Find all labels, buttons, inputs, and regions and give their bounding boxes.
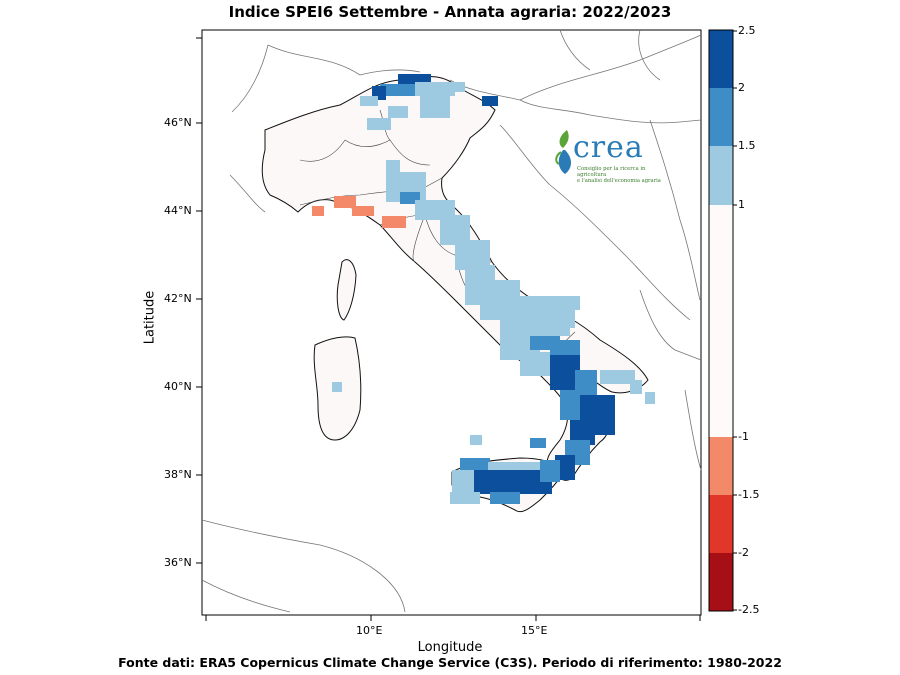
- y-axis-label: Latitude: [142, 290, 158, 345]
- logo-subtitle-line: e l'analisi dell'economia agraria: [577, 178, 661, 184]
- ytick-label: 46°N: [164, 116, 192, 129]
- crea-logo: crea Consiglio per la ricerca in agricol…: [553, 128, 663, 184]
- colorbar-label: -1.5: [738, 488, 760, 501]
- x-axis-label: Longitude: [417, 640, 483, 655]
- colorbar-label: 1: [738, 198, 745, 211]
- colorbar-label: -2: [738, 546, 749, 559]
- spei-cells: [312, 74, 655, 504]
- colorbar-label: -1: [738, 430, 749, 443]
- ytick-label: 40°N: [164, 380, 192, 393]
- ytick-label: 42°N: [164, 292, 192, 305]
- colorbar-label: 1.5: [738, 139, 756, 152]
- ytick-label: 36°N: [164, 556, 192, 569]
- logo-subtitle-line: Consiglio per la ricerca in agricoltura: [577, 166, 646, 178]
- axis-ticks: [196, 37, 701, 621]
- logo-subtitle: Consiglio per la ricerca in agricoltura …: [577, 166, 667, 184]
- xtick-label: 10°E: [356, 624, 383, 637]
- colorbar-label: -2.5: [738, 603, 760, 616]
- xtick-label: 15°E: [521, 624, 548, 637]
- ytick-label: 38°N: [164, 468, 192, 481]
- colorbar-label: 2.5: [738, 24, 756, 37]
- logo-wordmark: crea: [573, 130, 644, 165]
- ytick-label: 44°N: [164, 204, 192, 217]
- colorbar-label: 2: [738, 81, 745, 94]
- map-title: Indice SPEI6 Settembre - Annata agraria:…: [228, 3, 672, 21]
- country-borders: [201, 29, 702, 613]
- colorbar: [708, 29, 737, 612]
- data-source-footer: Fonte dati: ERA5 Copernicus Climate Chan…: [118, 655, 782, 670]
- leaf-drop-icon: [555, 130, 571, 174]
